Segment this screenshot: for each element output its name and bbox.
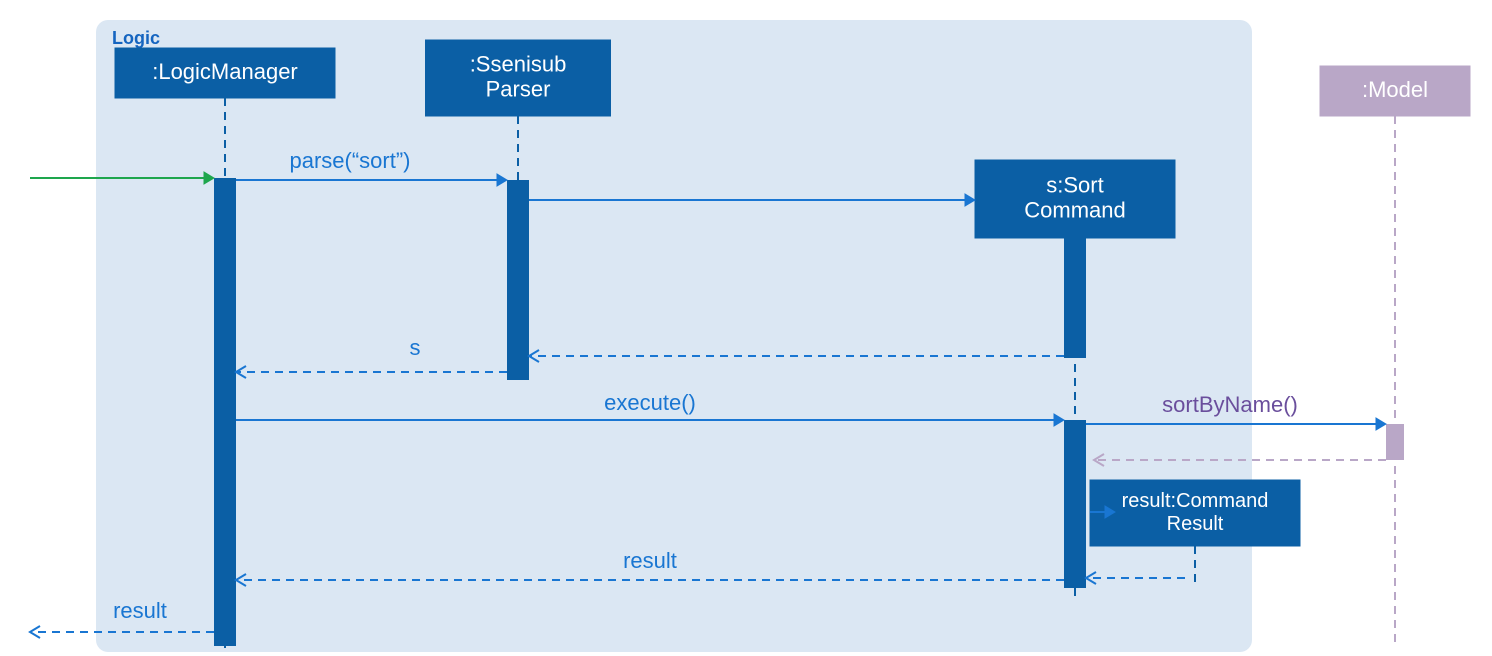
- participant-label: :Model: [1362, 77, 1428, 102]
- message-label: execute(): [604, 390, 696, 415]
- message-label: result: [623, 548, 677, 573]
- activation-model_activation: [1386, 424, 1404, 460]
- frame-label: Logic: [112, 28, 160, 48]
- activation-sort_activation1: [1064, 238, 1086, 358]
- activation-logicManager_main: [214, 178, 236, 646]
- message-label: result: [113, 598, 167, 623]
- message-label: s: [410, 335, 421, 360]
- participant-label: s:Sort: [1046, 172, 1103, 197]
- participant-label: Command: [1024, 198, 1125, 223]
- participant-label: :LogicManager: [152, 59, 298, 84]
- message-label: sortByName(): [1162, 392, 1298, 417]
- participant-label: Parser: [486, 77, 551, 102]
- activation-parser_activation: [507, 180, 529, 380]
- message-label: parse(“sort”): [289, 148, 410, 173]
- participant-label: :Ssenisub: [470, 51, 567, 76]
- participant-label: Result: [1167, 513, 1224, 535]
- activation-sort_activation2: [1064, 420, 1086, 588]
- participant-label: result:Command: [1122, 490, 1269, 512]
